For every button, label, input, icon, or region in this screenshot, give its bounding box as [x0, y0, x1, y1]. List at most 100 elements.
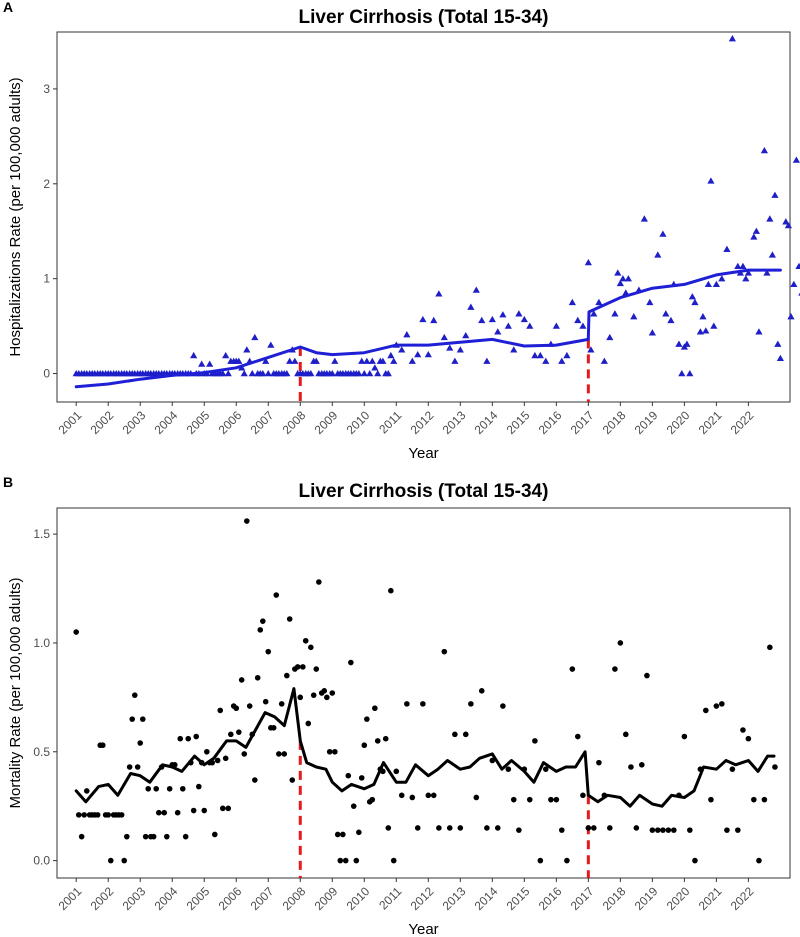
data-point	[787, 313, 795, 320]
data-point	[297, 694, 304, 701]
panel-b-x-tick-label: 2020	[664, 884, 693, 913]
data-point	[222, 755, 229, 762]
panel-a-x-tick-label: 2016	[536, 408, 565, 437]
data-point	[640, 215, 648, 222]
data-point	[494, 328, 502, 335]
data-point	[286, 357, 294, 364]
panel-b-x-tick-label: 2017	[568, 884, 597, 913]
data-point	[332, 748, 338, 755]
data-point	[526, 322, 534, 329]
data-point	[238, 677, 245, 683]
data-point	[278, 701, 285, 707]
data-point	[78, 833, 85, 840]
data-point	[129, 716, 136, 722]
data-point	[264, 369, 272, 377]
panel-a-x-tick-label: 2021	[696, 408, 725, 437]
data-point	[185, 735, 192, 742]
data-point	[409, 794, 416, 801]
data-point	[300, 664, 306, 670]
panel-a-x-tick-label: 2015	[504, 408, 533, 437]
data-point	[718, 275, 726, 282]
data-point	[246, 703, 253, 709]
panel-a-x-tick-label: 2010	[344, 408, 373, 437]
data-point	[742, 275, 750, 282]
data-point	[302, 637, 309, 644]
data-point	[326, 748, 333, 755]
data-point	[696, 328, 704, 335]
panel-b-x-tick-label: 2012	[408, 884, 437, 913]
data-point	[222, 351, 230, 359]
data-point	[579, 322, 587, 329]
data-point	[752, 227, 760, 234]
panel-b-x-tick-label: 2014	[472, 884, 501, 913]
panel-b-x-tick-label: 2022	[728, 884, 757, 913]
data-point	[795, 262, 800, 270]
data-point	[542, 766, 549, 772]
data-point	[552, 322, 560, 329]
data-point	[703, 707, 709, 714]
data-point	[419, 315, 427, 323]
data-point	[611, 310, 619, 317]
data-point	[435, 290, 443, 297]
data-point	[161, 809, 168, 816]
data-point	[744, 269, 752, 276]
data-point	[659, 230, 667, 237]
data-point	[286, 616, 293, 622]
panel-a-x-tick-label: 2011	[376, 408, 404, 436]
data-point	[123, 833, 130, 840]
data-point	[587, 346, 595, 353]
data-point	[390, 857, 397, 864]
panel-a-x-tick-label: 2018	[600, 408, 629, 437]
panel-b-y-axis-label: Mortality Rate (per 100,000 adults)	[7, 578, 24, 809]
panel-a-x-tick-label: 2022	[728, 408, 757, 437]
data-point	[580, 792, 586, 799]
data-point	[350, 803, 357, 809]
data-point	[328, 369, 336, 377]
data-point	[374, 738, 381, 744]
data-point	[536, 351, 544, 359]
data-point	[190, 351, 198, 359]
panel-a-x-tick-label: 2001	[56, 408, 85, 437]
data-point	[692, 857, 698, 864]
data-point	[467, 303, 475, 310]
panel-a-y-tick-label: 3	[43, 82, 50, 96]
data-point	[163, 833, 170, 840]
data-point	[585, 825, 592, 831]
data-point	[241, 751, 248, 757]
data-point	[182, 833, 189, 840]
data-point	[342, 857, 349, 864]
data-point	[369, 796, 376, 803]
data-point	[510, 346, 518, 353]
data-point	[790, 280, 798, 288]
data-point	[73, 629, 80, 635]
data-point	[729, 766, 736, 772]
data-point	[622, 731, 629, 738]
data-point	[284, 672, 290, 679]
data-point	[675, 340, 683, 347]
data-point	[440, 333, 448, 341]
data-point	[94, 812, 101, 818]
data-point	[494, 825, 501, 831]
panel-a-x-axis-label: Year	[408, 445, 438, 462]
data-point	[248, 369, 256, 377]
panel-a-x-tick-label: 2012	[408, 408, 437, 437]
data-point	[654, 251, 662, 258]
data-point	[361, 742, 368, 749]
data-point	[142, 833, 149, 840]
data-point	[638, 762, 645, 768]
panel-b-x-tick-label: 2008	[280, 884, 309, 913]
data-point	[252, 777, 258, 783]
panel-b-x-tick-label: 2016	[536, 884, 565, 913]
data-point	[243, 346, 251, 353]
panel-b-x-tick-label: 2011	[376, 884, 404, 912]
panel-b-x-tick-label: 2021	[696, 884, 725, 913]
panel-b-x-tick-label: 2001	[56, 884, 85, 913]
data-point	[678, 369, 686, 377]
data-point	[190, 807, 197, 814]
data-point	[321, 688, 328, 694]
data-point	[283, 369, 291, 377]
data-point	[719, 701, 725, 707]
data-point	[504, 322, 512, 329]
data-point	[542, 357, 550, 364]
